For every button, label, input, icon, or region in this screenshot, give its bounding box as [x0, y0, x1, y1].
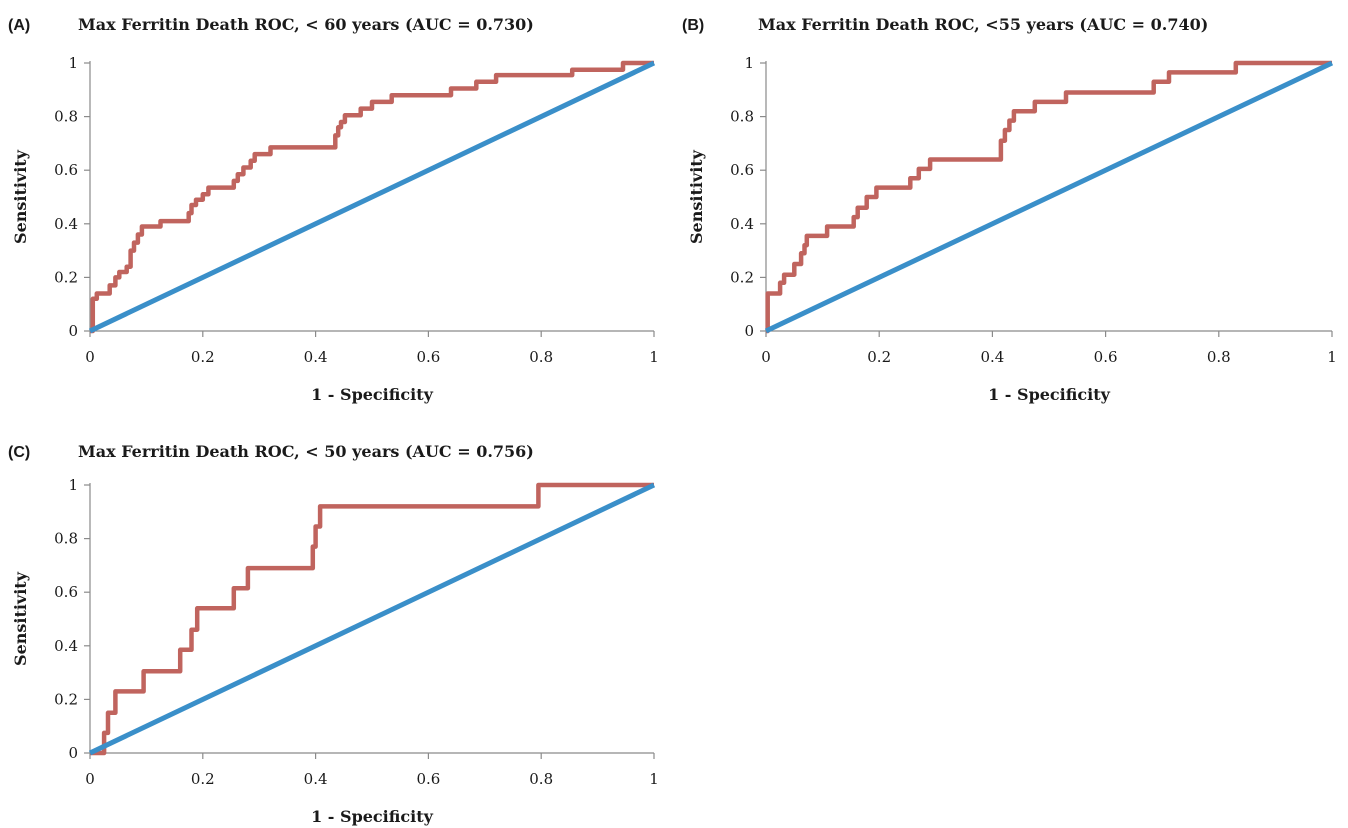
y-tick-label: 0 — [68, 322, 78, 340]
x-tick-label: 0.4 — [304, 348, 328, 366]
chart-panel-1: (A) Max Ferritin Death ROC, < 60 years (A… — [8, 15, 659, 404]
y-tick-label: 0.4 — [730, 215, 754, 233]
x-tick-label: 0.4 — [304, 770, 328, 788]
y-tick-label: 1 — [68, 54, 78, 72]
y-tick-label: 0.4 — [54, 215, 78, 233]
y-tick-label: 1 — [744, 54, 754, 72]
y-tick-label: 0.2 — [54, 268, 78, 286]
y-tick-label: 0.6 — [54, 161, 78, 179]
y-tick-label: 0.6 — [730, 161, 754, 179]
x-tick-label: 1 — [1327, 348, 1337, 366]
y-tick-label: 0.6 — [54, 583, 78, 601]
reference-diagonal-line — [764, 60, 1334, 334]
panel-label: (B) — [682, 17, 704, 34]
x-tick-label: 0.6 — [416, 348, 440, 366]
x-tick-label: 0.2 — [191, 348, 215, 366]
panel-label: (A) — [8, 17, 30, 34]
x-axis-title: 1 - Specificity — [311, 385, 434, 404]
roc-curve-line — [90, 482, 654, 756]
y-tick-label: 0 — [68, 744, 78, 762]
x-tick-label: 0.6 — [1094, 348, 1118, 366]
x-tick-label: 1 — [649, 348, 659, 366]
y-tick-label: 0.8 — [54, 108, 78, 126]
chart-title: Max Ferritin Death ROC, < 60 years (AUC … — [78, 15, 534, 34]
chart-title: Max Ferritin Death ROC, < 50 years (AUC … — [78, 442, 534, 461]
y-axis-title: Sensitivity — [687, 149, 706, 244]
x-axis-title: 1 - Specificity — [311, 807, 434, 826]
x-tick-label: 0.2 — [867, 348, 891, 366]
x-tick-label: 0.8 — [529, 770, 553, 788]
x-tick-label: 0.6 — [416, 770, 440, 788]
roc-curve-line — [765, 60, 1332, 334]
y-axis-title: Sensitivity — [11, 149, 30, 244]
x-tick-label: 0.2 — [191, 770, 215, 788]
x-tick-label: 0.4 — [980, 348, 1004, 366]
x-tick-label: 0 — [761, 348, 771, 366]
y-tick-label: 0.4 — [54, 637, 78, 655]
x-tick-label: 0.8 — [529, 348, 553, 366]
y-tick-label: 0 — [744, 322, 754, 340]
x-tick-label: 1 — [649, 770, 659, 788]
x-tick-label: 0 — [85, 770, 95, 788]
chart-panel-2: (B) Max Ferritin Death ROC, <55 years (AU… — [682, 15, 1337, 404]
reference-diagonal-line — [88, 482, 656, 756]
reference-diagonal-line — [88, 60, 656, 334]
y-axis-title: Sensitivity — [11, 571, 30, 666]
y-tick-label: 1 — [68, 476, 78, 494]
chart-title: Max Ferritin Death ROC, <55 years (AUC =… — [758, 15, 1208, 34]
x-tick-label: 0 — [85, 348, 95, 366]
chart-panel-3: (C) Max Ferritin Death ROC, < 50 years (A… — [8, 442, 659, 826]
panel-label: (C) — [8, 444, 30, 461]
roc-curve-line — [90, 60, 654, 334]
x-axis-title: 1 - Specificity — [988, 385, 1111, 404]
y-tick-label: 0.8 — [730, 108, 754, 126]
x-tick-label: 0.8 — [1207, 348, 1231, 366]
y-tick-label: 0.2 — [730, 268, 754, 286]
y-tick-label: 0.2 — [54, 690, 78, 708]
y-tick-label: 0.8 — [54, 530, 78, 548]
